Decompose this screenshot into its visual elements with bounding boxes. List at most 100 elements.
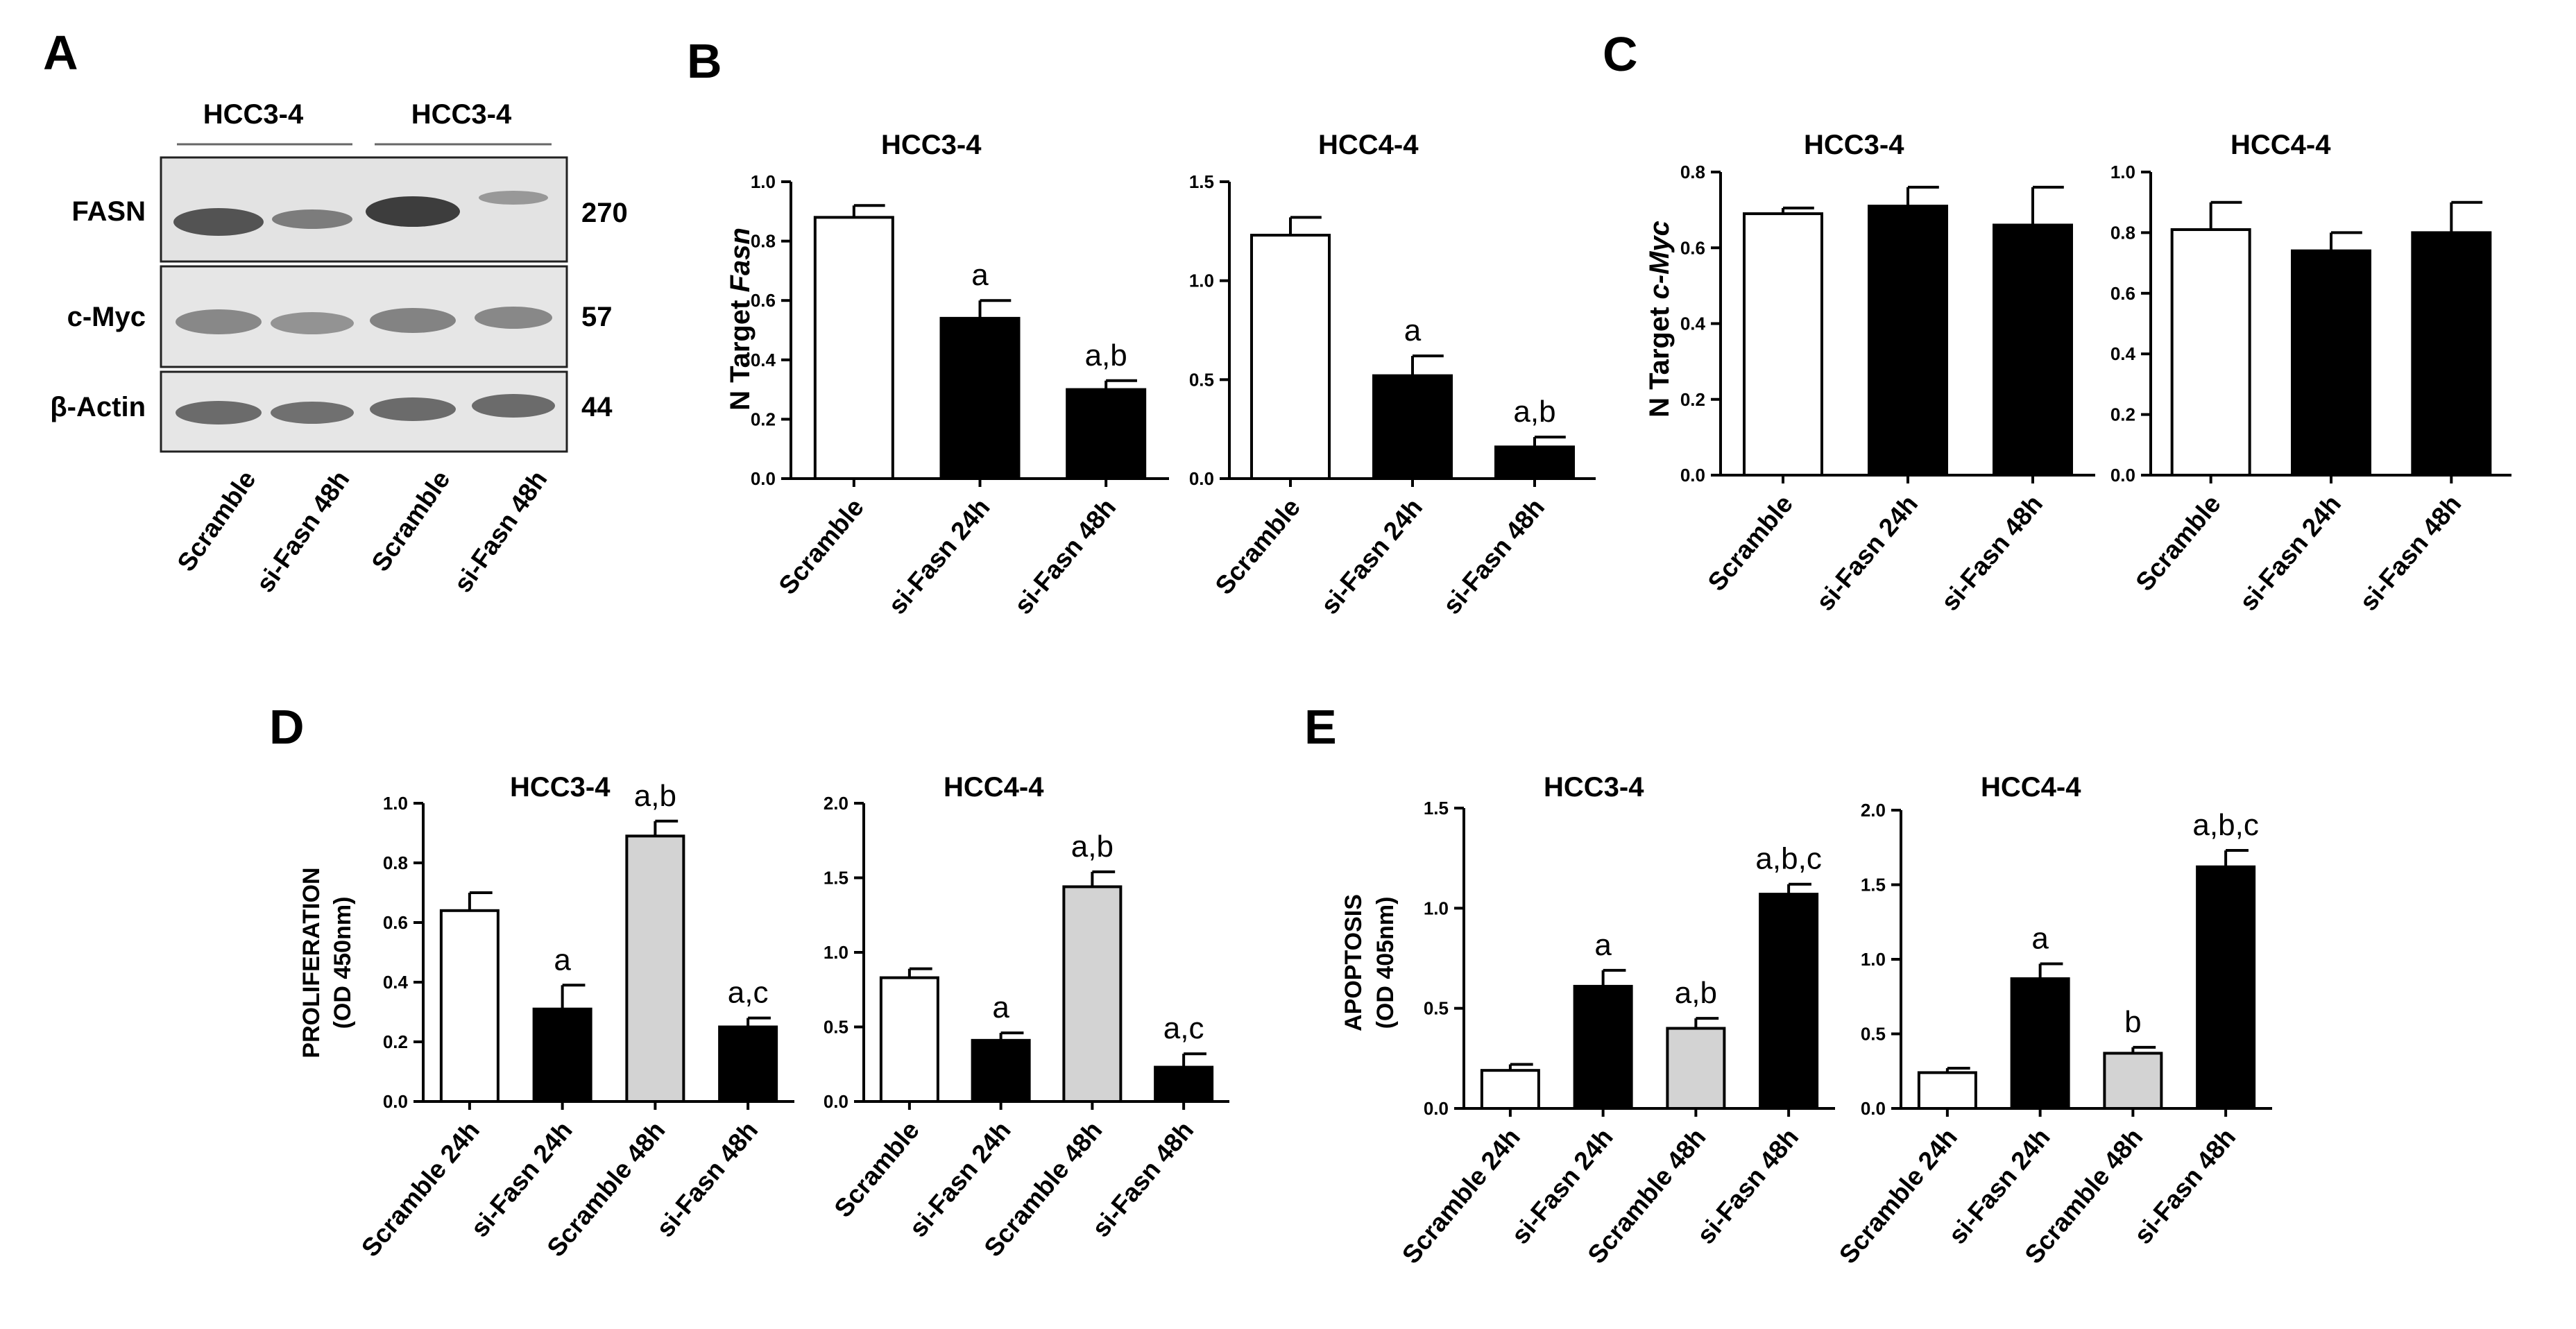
- significance-label: a,b,c: [1755, 842, 1821, 876]
- bar-si-fasn-24h: [939, 316, 1021, 480]
- chart-b-hcc4-4: HCC4-4 0.0 0.5 1.0 1.5 Scramble a si-Fasn 24h a,…: [1189, 130, 1596, 619]
- x-category-label: si-Fasn 24h: [1811, 490, 1923, 616]
- y-tick-label: 0.2: [1680, 389, 1705, 410]
- x-category-label: si-Fasn 48h: [2354, 490, 2466, 616]
- bar-si-fasn-24h: [1573, 984, 1633, 1110]
- y-tick-label: 0.0: [1189, 468, 1214, 489]
- chart-title: HCC3-4: [1804, 130, 1904, 160]
- x-category-label: Scramble: [829, 1116, 925, 1223]
- y-tick-label: 0.0: [1424, 1098, 1449, 1119]
- y-label-b-gene: Fasn: [725, 228, 756, 292]
- y-tick-label: 2.0: [1861, 800, 1886, 821]
- wb-band: [176, 401, 262, 425]
- y-tick-label: 1.5: [1424, 798, 1449, 818]
- x-category-label: si-Fasn 24h: [1315, 493, 1428, 619]
- wb-band: [479, 191, 548, 205]
- wb-cell-line-1: HCC3-4: [203, 99, 304, 130]
- y-tick-label: 1.0: [1424, 898, 1449, 918]
- y-tick-label: 1.0: [1189, 271, 1214, 291]
- bar-scramble: [1743, 212, 1823, 477]
- chart-title: HCC4-4: [2230, 130, 2331, 160]
- y-tick-label: 0.0: [1680, 465, 1705, 486]
- y-tick-label: 1.5: [824, 868, 848, 889]
- wb-band: [370, 397, 456, 421]
- y-tick-label: 0.0: [751, 468, 776, 489]
- y-tick-label: 1.0: [751, 171, 776, 192]
- y-tick-label: 0.2: [2110, 404, 2135, 425]
- significance-label: a,b,c: [2192, 808, 2258, 842]
- significance-label: a,c: [728, 976, 769, 1010]
- y-tick-label: 0.0: [383, 1091, 408, 1112]
- y-tick-label: 0.0: [2110, 465, 2135, 486]
- bar-si-fasn-48h: [2196, 865, 2256, 1110]
- wb-band: [272, 209, 352, 229]
- y-label-c: N Target c-Myc: [1644, 221, 1675, 418]
- chart-title: HCC3-4: [881, 130, 982, 160]
- y-label-e-line1: APOPTOSIS: [1340, 894, 1367, 1031]
- bar-scramble-24h: [439, 909, 500, 1104]
- bar-si-fasn-24h: [2010, 977, 2070, 1110]
- chart-title: HCC4-4: [944, 772, 1044, 803]
- y-tick-label: 0.6: [751, 290, 776, 311]
- y-label-c-gene: c-Myc: [1644, 221, 1675, 299]
- wb-size-cmyc: 57: [581, 302, 613, 332]
- significance-label: a,b: [1675, 976, 1717, 1010]
- x-category-label: Scramble 24h: [356, 1116, 485, 1262]
- y-tick-label: 0.4: [751, 350, 776, 370]
- wb-band: [176, 309, 262, 334]
- y-tick-label: 0.6: [2110, 283, 2135, 304]
- y-tick-label: 1.5: [1861, 875, 1886, 895]
- y-tick-label: 0.8: [1680, 162, 1705, 182]
- wb-band: [173, 208, 264, 236]
- significance-label: a: [992, 991, 1009, 1024]
- bar-si-fasn-48h: [1154, 1065, 1214, 1104]
- y-label-b: N Target Fasn: [725, 228, 756, 411]
- western-blot: HCC3-4 HCC3-4 FASN c-Myc β-Actin 270 57 …: [50, 99, 627, 597]
- y-tick-label: 0.2: [383, 1031, 408, 1052]
- x-category-label: si-Fasn 48h: [1009, 493, 1121, 619]
- wb-lane-label: si-Fasn 48h: [448, 465, 552, 597]
- y-tick-label: 1.0: [2110, 162, 2135, 182]
- y-label-b-prefix: N Target: [725, 292, 756, 410]
- wb-band: [370, 308, 456, 333]
- wb-band: [271, 312, 354, 334]
- significance-label: a: [971, 258, 989, 292]
- bar-scramble-24h: [1917, 1071, 1977, 1111]
- wb-band: [475, 307, 552, 329]
- significance-label: a: [2031, 921, 2049, 955]
- bar-si-fasn-24h: [971, 1038, 1031, 1103]
- wb-lane-label: si-Fasn 48h: [250, 465, 355, 597]
- x-category-label: si-Fasn 48h: [1438, 493, 1550, 619]
- chart-title: HCC3-4: [1544, 772, 1644, 803]
- x-category-label: Scramble 24h: [1397, 1123, 1526, 1269]
- y-tick-label: 0.0: [824, 1091, 848, 1112]
- bar-si-fasn-48h: [1066, 388, 1147, 480]
- y-tick-label: 0.6: [1680, 237, 1705, 258]
- x-category-label: Scramble 24h: [1834, 1123, 1963, 1269]
- wb-lane-label: Scramble: [171, 465, 261, 576]
- x-category-label: si-Fasn 24h: [882, 493, 995, 619]
- wb-band: [366, 196, 460, 227]
- bar-si-fasn-48h: [1993, 223, 2073, 477]
- bar-si-fasn-24h: [2291, 249, 2371, 477]
- y-tick-label: 0.8: [751, 231, 776, 252]
- y-tick-label: 0.8: [383, 852, 408, 873]
- panel-letter-e: E: [1304, 700, 1337, 754]
- bar-scramble-48h: [2103, 1052, 2163, 1110]
- x-category-label: si-Fasn 48h: [1936, 490, 2048, 616]
- y-tick-label: 0.5: [1189, 369, 1214, 390]
- panel-letter-c: C: [1603, 27, 1638, 81]
- y-label-c-prefix: N Target: [1644, 300, 1675, 418]
- y-label-d-line1: PROLIFERATION: [298, 867, 325, 1058]
- y-tick-label: 0.6: [383, 912, 408, 933]
- significance-label: a,b: [634, 779, 676, 813]
- wb-cell-line-2: HCC3-4: [411, 99, 512, 130]
- bar-si-fasn-48h: [2411, 231, 2492, 477]
- panel-letter-b: B: [687, 34, 722, 88]
- y-tick-label: 0.4: [2110, 343, 2136, 364]
- significance-label: a,c: [1163, 1011, 1204, 1045]
